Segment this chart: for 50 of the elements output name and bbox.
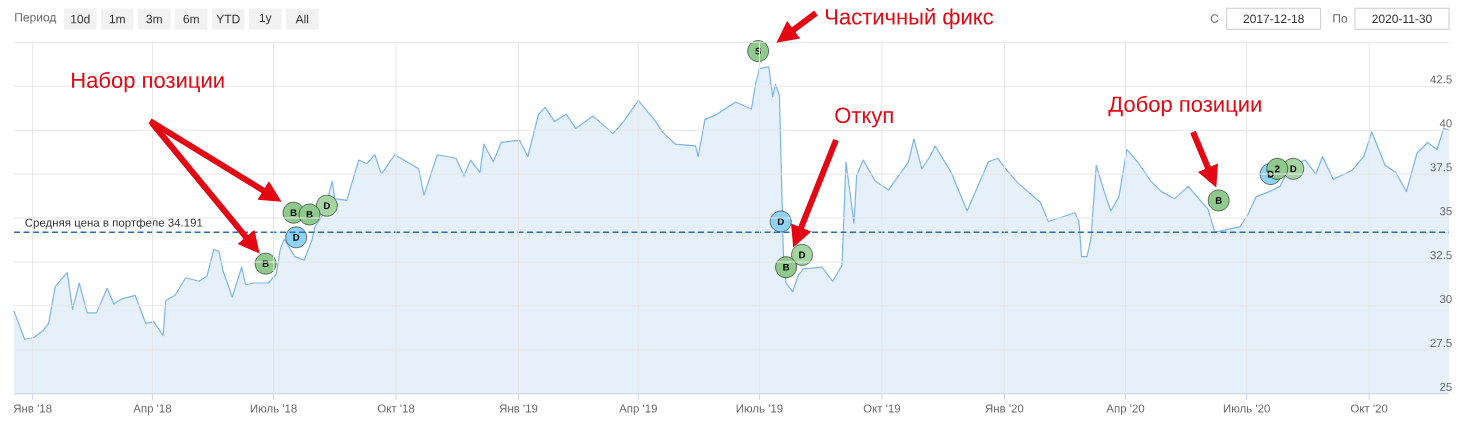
y-tick-label: 27.5	[1430, 338, 1452, 347]
annotation: B	[306, 211, 313, 218]
text: 1m	[109, 14, 125, 24]
x-tick-label: Апр '19	[619, 404, 657, 415]
y-tick-label: 40	[1439, 119, 1452, 128]
y-tick-label: 32.5	[1430, 251, 1452, 260]
x-tick-label: Июль '20	[1223, 404, 1270, 413]
y-tick-label: 35	[1439, 207, 1452, 216]
annotation: D	[293, 234, 300, 241]
text: 6m	[183, 14, 199, 24]
text: 10d	[71, 14, 90, 24]
text: All	[295, 14, 309, 24]
text: YTD	[216, 14, 240, 24]
x-tick-label: Окт '19	[863, 404, 901, 413]
text: 3m	[146, 14, 162, 24]
text: 2017-12-18	[1243, 14, 1304, 24]
x-tick-label: Июль '18	[250, 404, 297, 413]
annotation: D	[1290, 165, 1297, 173]
annotation: D	[1267, 170, 1274, 178]
annotation: B	[783, 263, 790, 271]
x-tick-label: Окт '18	[377, 404, 415, 413]
annotation: B	[290, 209, 297, 217]
annotation: Добор позиции	[1108, 95, 1261, 117]
annotation: Откуп	[835, 107, 893, 128]
x-tick-label: Апр '20	[1106, 404, 1145, 415]
x-tick-label: Янв '19	[499, 404, 538, 413]
y-tick-label: 37.5	[1430, 163, 1452, 172]
text: Частичный фикс	[825, 8, 994, 29]
annotation: B	[1215, 197, 1222, 204]
text: Период	[15, 13, 57, 24]
x-tick-label: Янв '18	[13, 404, 52, 413]
x-tick-label: Окт '20	[1350, 404, 1388, 413]
annotation: B	[262, 260, 269, 267]
annotation: 2	[1274, 165, 1280, 173]
annotation: S	[755, 47, 761, 55]
ref-line-label: Средняя цена в портфеле 34.191	[25, 218, 203, 229]
annotation: D	[324, 202, 330, 210]
annotation: Набор позиции	[72, 71, 224, 93]
x-tick-label: Янв '20	[985, 404, 1024, 413]
x-tick-label: Апр '18	[133, 404, 172, 415]
y-tick-label: 30	[1439, 294, 1452, 304]
text: 1y	[259, 13, 272, 25]
text: По	[1333, 14, 1348, 23]
text: С	[1210, 14, 1219, 23]
y-tick-label: 25	[1440, 382, 1452, 391]
annotation: D	[777, 218, 784, 225]
annotation: D	[799, 251, 806, 259]
y-tick-label: 42.5	[1430, 75, 1452, 84]
x-tick-label: Июль '19	[736, 404, 783, 413]
text: 2020-11-30	[1372, 14, 1432, 24]
